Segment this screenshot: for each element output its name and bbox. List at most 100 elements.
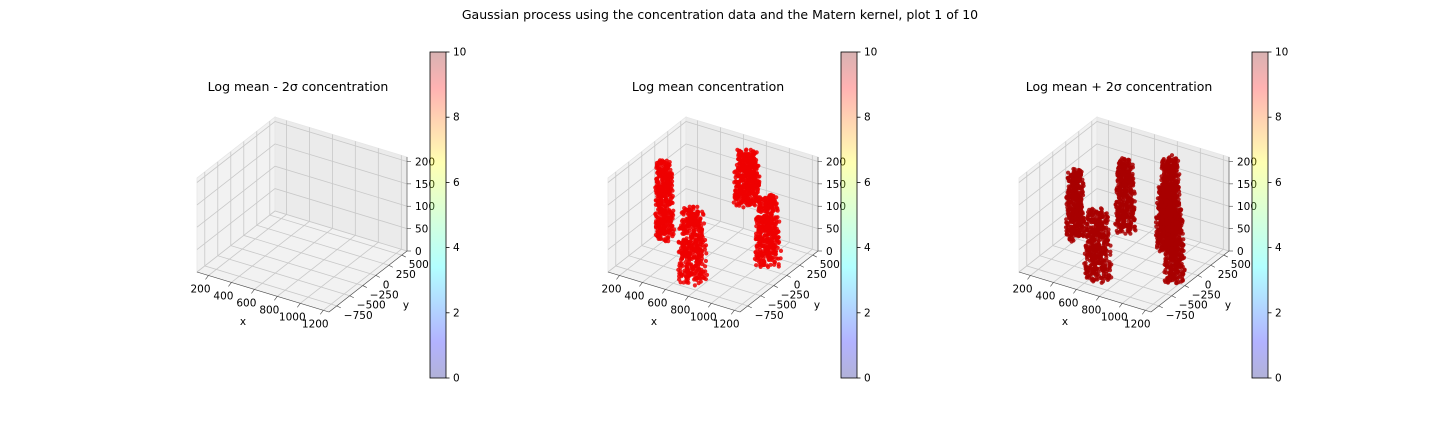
data-point — [774, 256, 779, 261]
data-point — [1087, 230, 1092, 236]
x-tick — [1073, 289, 1077, 294]
data-point — [1177, 242, 1182, 247]
grid-line-z — [607, 143, 819, 206]
data-point — [654, 162, 660, 167]
data-point — [664, 186, 670, 191]
y-axis-label: y — [403, 300, 409, 312]
data-point — [698, 276, 703, 281]
data-point — [658, 161, 663, 166]
y-tick — [401, 254, 406, 258]
data-point — [1070, 196, 1075, 201]
data-point — [692, 246, 697, 251]
colorbar-tick-label: 6 — [864, 177, 871, 189]
x-tick — [228, 282, 232, 287]
grid-line-z — [1018, 188, 1230, 250]
data-point — [1169, 172, 1175, 177]
data-point — [669, 223, 674, 228]
x-tick — [616, 275, 620, 280]
data-point — [1085, 216, 1090, 221]
data-point — [775, 238, 780, 243]
data-point — [1175, 259, 1180, 264]
data-point — [1103, 238, 1108, 243]
data-point — [1155, 196, 1160, 201]
data-point — [1176, 263, 1181, 268]
data-point — [1065, 221, 1070, 226]
y-tick-label: −500 — [357, 300, 386, 312]
data-point — [1173, 244, 1178, 249]
data-point — [1096, 238, 1101, 243]
grid-line-z — [607, 188, 819, 250]
data-point — [1120, 205, 1125, 210]
data-point — [1164, 166, 1169, 171]
x-tick-label: 1200 — [1124, 318, 1151, 330]
data-point — [1106, 273, 1111, 278]
data-point — [691, 228, 697, 233]
data-point — [1182, 268, 1187, 273]
data-point — [1105, 242, 1111, 247]
data-point — [669, 232, 674, 237]
data-point — [1169, 153, 1175, 158]
data-point — [757, 227, 762, 232]
data-point — [696, 281, 701, 286]
data-point — [1176, 280, 1181, 285]
data-point — [703, 277, 709, 282]
colorbar-tick-label: 2 — [453, 307, 460, 319]
data-point — [704, 272, 710, 277]
data-point — [1072, 167, 1077, 172]
x-tick — [297, 303, 301, 308]
subplot-log-mean-plus-2sigma: Log mean + 2σ concentration2004006008001… — [1012, 47, 1288, 385]
data-point — [686, 259, 691, 264]
data-point — [1078, 228, 1083, 234]
data-point — [1127, 209, 1133, 214]
data-point — [1074, 198, 1079, 203]
data-point — [1098, 228, 1103, 233]
data-point — [768, 246, 773, 251]
data-point — [748, 195, 754, 201]
data-point — [653, 188, 659, 193]
data-point — [741, 205, 746, 210]
data-point — [1086, 249, 1091, 254]
data-point — [749, 156, 754, 161]
data-point — [698, 240, 703, 245]
data-point — [1066, 170, 1071, 175]
data-point — [754, 158, 759, 163]
grid-line-z — [196, 210, 408, 273]
data-point — [683, 207, 688, 212]
data-point — [763, 195, 768, 200]
data-point — [1096, 252, 1101, 257]
x-tick-label: 1200 — [713, 318, 740, 330]
data-point — [1064, 232, 1069, 237]
colorbar-tick-label: 8 — [864, 112, 871, 124]
data-point — [687, 204, 692, 209]
grid-line-z — [196, 188, 408, 250]
x-tick-label: 400 — [1035, 290, 1055, 302]
data-point — [702, 247, 708, 252]
data-point — [1091, 270, 1096, 275]
data-point — [665, 221, 670, 226]
data-point — [1103, 212, 1108, 217]
data-point — [1154, 215, 1159, 221]
data-point — [763, 205, 768, 210]
data-point — [1160, 191, 1165, 196]
data-point — [701, 221, 707, 226]
x-tick — [205, 275, 209, 280]
data-point — [1092, 263, 1097, 268]
x-tick — [708, 303, 712, 308]
data-point — [1127, 213, 1132, 218]
data-point — [1130, 165, 1135, 170]
y-tick-label: 500 — [409, 259, 429, 271]
data-point — [1131, 215, 1136, 220]
data-point — [1119, 160, 1124, 165]
data-point — [769, 214, 774, 219]
data-point — [1068, 217, 1073, 222]
point-cluster — [731, 147, 763, 210]
y-tick — [362, 285, 367, 288]
colorbar — [840, 51, 858, 379]
data-point — [1069, 230, 1074, 236]
data-point — [1074, 233, 1079, 238]
colorbar-tick-label: 8 — [453, 112, 460, 124]
data-point — [688, 207, 694, 212]
y-tick-label: 0 — [794, 279, 801, 291]
data-point — [734, 179, 739, 184]
